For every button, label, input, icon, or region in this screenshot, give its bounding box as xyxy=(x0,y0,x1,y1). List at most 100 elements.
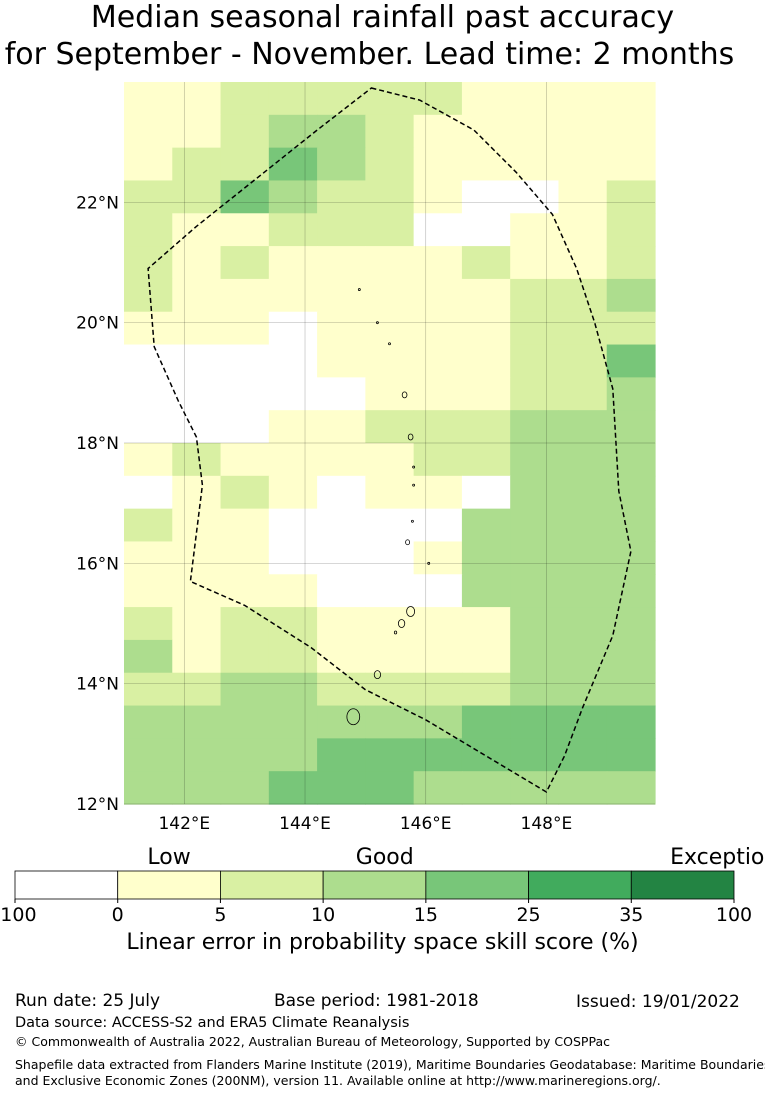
skill-cell xyxy=(268,574,318,608)
colorbar-tick-label: 10 xyxy=(311,904,335,926)
skill-cell xyxy=(172,377,222,411)
skill-cell xyxy=(606,311,656,346)
skill-cell xyxy=(172,672,222,707)
skill-cell xyxy=(510,705,560,739)
skill-cell xyxy=(461,344,511,378)
skill-cell xyxy=(365,475,415,510)
island-outline xyxy=(388,342,391,346)
skill-cell xyxy=(461,574,511,608)
skill-cell xyxy=(413,672,463,707)
skill-cell xyxy=(510,508,560,543)
skill-cell xyxy=(317,475,366,510)
skill-cell xyxy=(317,541,366,575)
skill-cell xyxy=(558,738,608,772)
skill-cell xyxy=(268,410,318,444)
skill-cell xyxy=(558,771,608,805)
island-outline xyxy=(406,606,416,617)
shapefile-credit-line2: and Exclusive Economic Zones (200NM), ve… xyxy=(15,1073,661,1088)
skill-cell xyxy=(558,705,608,739)
skill-cell xyxy=(220,639,270,674)
skill-cell xyxy=(510,180,560,214)
skill-cell xyxy=(413,344,463,378)
colorbar-segment xyxy=(117,870,221,900)
skill-cell xyxy=(606,344,656,378)
skill-cell xyxy=(461,508,511,543)
skill-cell xyxy=(124,213,173,247)
skill-cell xyxy=(558,213,608,247)
colorbar-tick-label: -100 xyxy=(0,904,37,926)
skill-cell xyxy=(461,475,511,510)
skill-cell xyxy=(365,278,415,313)
skill-cell xyxy=(124,771,173,805)
skill-cell xyxy=(461,311,511,346)
skill-cell xyxy=(510,574,560,608)
island-outline xyxy=(393,630,398,635)
skill-cell xyxy=(124,672,173,707)
skill-cell xyxy=(461,443,511,477)
lat-tick-label: 12°N xyxy=(76,795,119,815)
island-outline xyxy=(412,465,416,469)
skill-cell xyxy=(172,246,222,280)
skill-cell xyxy=(172,278,222,313)
skill-cell xyxy=(558,443,608,477)
skill-cell xyxy=(413,114,463,149)
colorbar-title: Linear error in probability space skill … xyxy=(126,930,639,955)
skill-cell xyxy=(124,147,173,182)
skill-cell xyxy=(172,443,222,477)
skill-cell xyxy=(365,180,415,214)
colorbar-category-label: Good xyxy=(356,845,414,870)
colorbar-tick-label: 5 xyxy=(214,904,226,926)
skill-cell xyxy=(268,147,318,182)
lat-tick-label: 20°N xyxy=(76,314,119,334)
skill-cell xyxy=(413,278,463,313)
skill-cell xyxy=(268,114,318,149)
skill-cell xyxy=(317,114,366,149)
skill-cell xyxy=(172,82,222,116)
eez-boundary xyxy=(147,87,632,794)
skill-cell xyxy=(317,278,366,313)
skill-cell xyxy=(510,246,560,280)
lon-tick-label: 142°E xyxy=(158,814,210,834)
page-subtitle: for September - November. Lead time: 2 m… xyxy=(4,37,735,72)
skill-cell xyxy=(606,475,656,510)
skill-cell xyxy=(510,738,560,772)
skill-cell xyxy=(268,213,318,247)
colorbar-segment xyxy=(630,870,735,900)
skill-cell xyxy=(606,639,656,674)
skill-cell xyxy=(510,443,560,477)
skill-cell xyxy=(317,443,366,477)
skill-cell xyxy=(510,607,560,641)
skill-cell xyxy=(268,672,318,707)
skill-cell xyxy=(220,705,270,739)
skill-cell xyxy=(558,639,608,674)
colorbar-segment xyxy=(220,870,324,900)
skill-cell xyxy=(413,410,463,444)
skill-cell xyxy=(220,213,270,247)
skill-cell xyxy=(365,738,415,772)
lon-tick-label: 144°E xyxy=(279,814,331,834)
skill-cell xyxy=(268,508,318,543)
skill-cell xyxy=(606,114,656,149)
skill-cell xyxy=(606,246,656,280)
skill-cell xyxy=(220,278,270,313)
skill-cell xyxy=(124,344,173,378)
skill-cell xyxy=(268,639,318,674)
skill-cell xyxy=(606,738,656,772)
shapefile-credit-line1: Shapefile data extracted from Flanders M… xyxy=(15,1057,765,1072)
graticule xyxy=(124,82,655,805)
skill-cell xyxy=(558,114,608,149)
skill-cell xyxy=(606,705,656,739)
skill-cell xyxy=(172,705,222,739)
skill-cell xyxy=(317,738,366,772)
skill-cell xyxy=(558,246,608,280)
skill-cell xyxy=(268,344,318,378)
skill-cell xyxy=(317,672,366,707)
skill-cell xyxy=(268,607,318,641)
skill-cell xyxy=(268,738,318,772)
lon-tick-label: 148°E xyxy=(521,814,573,834)
skill-cell xyxy=(365,344,415,378)
skill-cell xyxy=(558,508,608,543)
skill-cell xyxy=(172,607,222,641)
skill-cell xyxy=(461,607,511,641)
skill-cell xyxy=(124,311,173,346)
